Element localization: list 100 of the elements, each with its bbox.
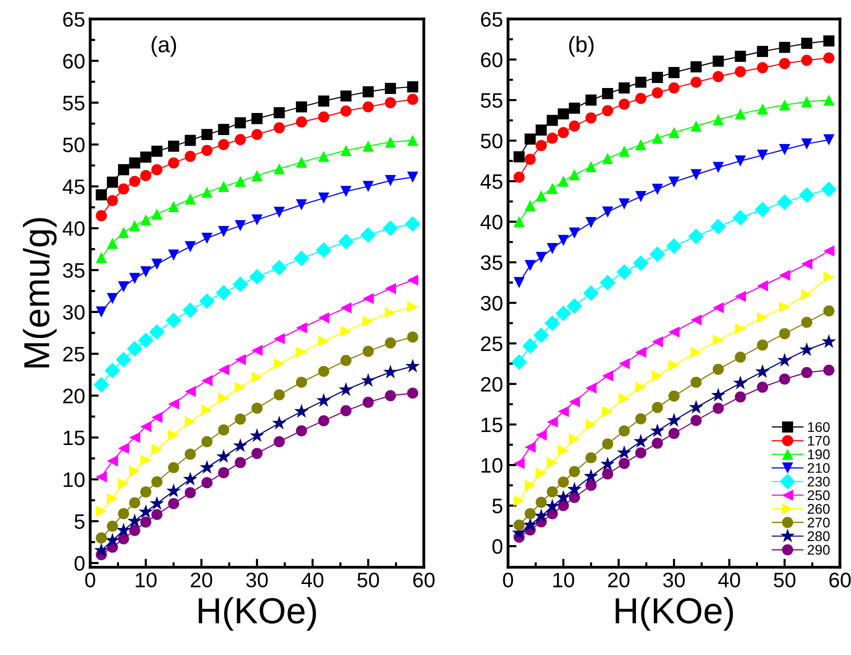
point	[294, 404, 309, 418]
y-tick-label: 5	[74, 514, 84, 529]
y-tick-label: 10	[64, 472, 85, 488]
point	[568, 120, 580, 132]
point	[801, 38, 812, 49]
point	[618, 425, 630, 437]
point	[585, 217, 597, 228]
point	[602, 105, 614, 116]
point	[140, 516, 152, 528]
point	[567, 482, 582, 496]
point	[104, 362, 120, 378]
point	[182, 302, 198, 318]
point	[801, 258, 812, 270]
point	[318, 336, 330, 347]
point	[522, 338, 538, 354]
point	[106, 493, 118, 504]
point	[568, 434, 580, 445]
point	[168, 398, 180, 410]
point	[734, 391, 746, 402]
x-tick-label: 60	[413, 572, 435, 588]
point	[585, 112, 597, 124]
x-tick-label: 60	[829, 572, 851, 588]
point	[779, 144, 790, 156]
legend-label: 250	[808, 490, 830, 500]
point	[712, 71, 724, 82]
point	[201, 404, 213, 416]
point	[536, 252, 547, 263]
point	[383, 364, 398, 378]
point	[168, 429, 180, 441]
point	[710, 218, 726, 234]
x-tick-label: 10	[553, 572, 574, 588]
x-axis-title: H(KOe)	[198, 597, 316, 631]
point	[585, 94, 597, 106]
point	[106, 238, 118, 249]
point	[199, 293, 215, 309]
point	[218, 138, 230, 150]
point	[96, 189, 107, 200]
point	[734, 108, 746, 120]
legend-label: 230	[808, 476, 830, 487]
point	[635, 92, 646, 104]
point	[105, 532, 120, 547]
point	[183, 472, 198, 486]
point	[823, 94, 834, 106]
point	[200, 460, 214, 474]
point	[318, 415, 330, 426]
point	[823, 245, 834, 256]
point	[779, 301, 790, 312]
point	[118, 478, 130, 490]
point	[340, 354, 352, 366]
point	[296, 322, 308, 334]
point	[668, 390, 680, 402]
point	[138, 332, 154, 348]
point	[151, 412, 162, 423]
point	[733, 375, 748, 390]
point	[524, 133, 536, 145]
y-tick-label: 20	[481, 376, 502, 392]
x-tick-label: 50	[774, 572, 796, 588]
point	[94, 542, 109, 557]
point	[151, 258, 162, 270]
point	[585, 480, 597, 491]
point	[168, 249, 180, 261]
point	[118, 164, 130, 176]
point	[779, 42, 790, 53]
point	[184, 448, 196, 460]
point	[201, 477, 213, 488]
point	[801, 367, 812, 378]
point	[823, 271, 834, 282]
point	[216, 284, 232, 301]
point	[524, 200, 536, 212]
point	[524, 154, 536, 165]
point	[556, 490, 571, 504]
point	[558, 176, 569, 187]
point	[546, 132, 558, 144]
point	[690, 61, 702, 72]
point	[536, 140, 547, 152]
point	[546, 457, 558, 468]
point	[652, 438, 663, 449]
y-tick-label: 50	[63, 138, 85, 152]
point	[340, 326, 352, 337]
x-tick-label: 10	[136, 572, 157, 588]
point	[274, 333, 285, 344]
point	[140, 152, 152, 163]
point	[340, 106, 352, 117]
point	[362, 86, 374, 98]
point	[801, 138, 812, 150]
point	[558, 406, 569, 418]
point	[118, 226, 130, 238]
point	[618, 98, 630, 110]
point	[318, 192, 330, 204]
x-tick-label: 50	[357, 572, 379, 588]
point	[201, 144, 213, 156]
y-tick-label: 25	[481, 336, 502, 352]
point	[234, 457, 246, 468]
point	[338, 382, 354, 396]
point	[168, 462, 180, 474]
point	[316, 393, 331, 407]
point	[362, 101, 374, 112]
point	[274, 122, 285, 134]
point	[151, 164, 162, 176]
point	[558, 444, 569, 456]
